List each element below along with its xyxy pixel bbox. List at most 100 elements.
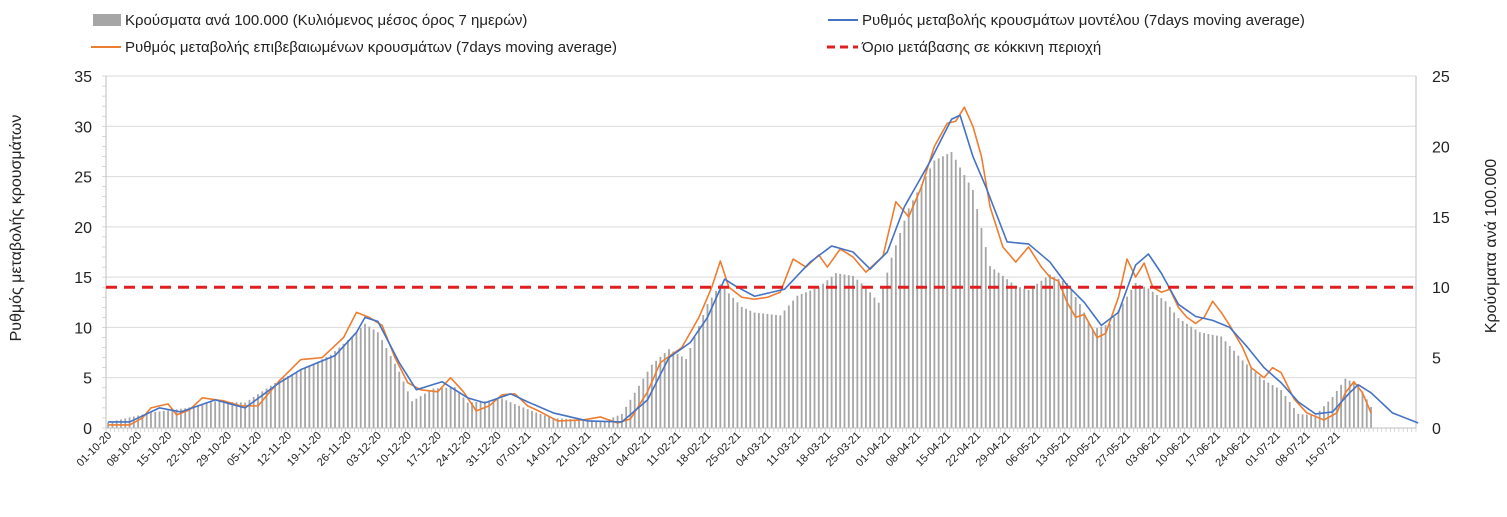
bar [599,420,602,428]
bar [1151,291,1154,428]
bar [860,283,863,428]
bar [1220,336,1223,428]
bar [1156,294,1158,428]
bar [680,356,683,428]
bar [723,288,726,428]
bar [796,295,799,428]
bar [535,412,538,428]
bar [432,388,435,428]
bar [1275,387,1278,428]
bar [1143,286,1146,428]
bar [963,175,966,428]
bar [180,408,182,428]
bar [1104,325,1107,428]
bar [231,402,234,428]
bar [710,297,713,428]
bar [689,348,692,428]
bar [325,357,328,428]
bar [967,182,970,428]
bar [321,359,324,428]
bar [980,228,983,428]
bar [1323,406,1325,428]
bar [1280,389,1283,428]
y-left-tick-label: 15 [74,270,92,287]
bar [526,409,529,428]
bar [1168,306,1171,428]
y-axis-left-title: Ρυθμός μεταβολής κρουσμάτων [8,115,25,342]
bar [235,402,238,428]
bar [864,287,867,428]
bar [787,305,790,428]
y-right-tick-label: 5 [1432,351,1441,368]
bar [364,323,366,428]
bar [244,402,247,428]
bar [1079,304,1081,428]
legend-label-bars: Κρούσματα ανά 100.000 (Κυλιόμενος μέσος … [125,12,527,29]
bar [1293,407,1295,428]
bar [843,274,846,428]
bar [466,402,469,428]
bar [1284,395,1287,428]
bar [158,411,161,428]
bar [1031,286,1034,428]
bar [381,340,384,428]
bar [835,273,837,428]
bar [137,415,140,428]
bar [693,337,696,428]
bar [989,266,991,428]
bar [334,351,336,428]
bar [1310,414,1313,428]
bar [1198,332,1201,428]
bar [1019,287,1021,428]
bar [1083,312,1086,428]
legend-label-threshold: Όριο μετάβασης σε κόκκινη περιοχή [861,39,1101,56]
bar [676,354,679,428]
bar [265,388,268,428]
bar [454,387,456,428]
bar [1100,326,1103,428]
bar [239,402,242,428]
bar [924,176,927,428]
bar [783,310,786,428]
bar [899,232,902,428]
bar [1053,276,1056,428]
bar [1203,333,1205,428]
bar [1318,410,1321,428]
bar [1211,334,1214,428]
bar [1040,280,1043,428]
bar [942,156,944,429]
bar [912,200,914,428]
bar [227,401,229,428]
bar [839,273,842,428]
bar [475,401,478,428]
bar [257,394,259,428]
bar [993,269,996,428]
bar [1245,364,1248,428]
line-series [106,106,1419,426]
bar [753,312,756,428]
bar [894,245,897,428]
bar [1113,317,1116,428]
bar [261,391,264,428]
bar [847,275,850,428]
bar [317,361,319,428]
bar [351,336,354,428]
bar [214,401,217,428]
bar [749,310,752,428]
bar [406,391,409,428]
bar [556,418,559,428]
legend: Κρούσματα ανά 100.000 (Κυλιόμενος μέσος … [91,12,1305,56]
bar [959,167,961,428]
bar [1228,346,1231,428]
bar [483,401,486,428]
bar [539,413,542,428]
bar [1250,368,1253,428]
bar [603,420,606,428]
bar [573,419,576,428]
bar [1091,329,1094,428]
bar [1357,384,1360,428]
bar [441,388,443,428]
bar [1147,288,1150,428]
bar [702,315,705,428]
bar [1001,275,1004,428]
